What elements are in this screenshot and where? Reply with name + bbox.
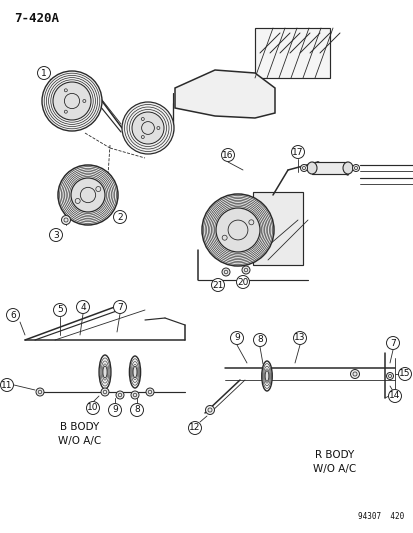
Circle shape [291,146,304,158]
Circle shape [131,391,139,399]
Polygon shape [175,70,274,118]
Circle shape [50,229,62,241]
Circle shape [293,332,306,344]
Text: 14: 14 [388,392,400,400]
Text: 8: 8 [134,406,140,415]
Circle shape [351,165,358,172]
Circle shape [216,208,259,252]
Circle shape [253,334,266,346]
Circle shape [53,303,66,317]
Circle shape [62,215,70,224]
Circle shape [386,336,399,350]
Circle shape [122,102,173,154]
Polygon shape [311,162,347,174]
Circle shape [42,71,102,131]
Text: 17: 17 [292,148,303,157]
Text: R BODY
W/O A/C: R BODY W/O A/C [313,450,356,474]
Ellipse shape [103,366,107,378]
Text: 20: 20 [237,278,248,287]
Text: 21: 21 [212,280,223,289]
Circle shape [116,391,124,399]
Circle shape [108,403,121,416]
Text: B BODY
W/O A/C: B BODY W/O A/C [58,422,101,446]
Circle shape [202,194,273,266]
Circle shape [36,388,44,396]
Ellipse shape [99,355,111,389]
Text: 94307  420: 94307 420 [357,512,403,521]
Circle shape [236,276,249,288]
Text: 5: 5 [57,305,63,314]
Circle shape [242,266,249,274]
Text: 16: 16 [222,150,233,159]
Text: 7-420A: 7-420A [14,12,59,25]
Text: 1: 1 [41,69,47,77]
Circle shape [132,112,164,144]
Circle shape [221,268,230,276]
Text: 9: 9 [112,406,118,415]
Circle shape [188,422,201,434]
Text: 7: 7 [389,338,395,348]
Text: 15: 15 [398,369,410,378]
Circle shape [230,332,243,344]
Circle shape [7,309,19,321]
Circle shape [58,165,118,225]
Circle shape [86,401,99,415]
Text: 12: 12 [189,424,200,432]
Circle shape [113,211,126,223]
Circle shape [387,390,401,402]
Circle shape [113,301,126,313]
Text: 13: 13 [294,334,305,343]
Circle shape [53,82,91,120]
Text: 2: 2 [117,213,123,222]
Circle shape [146,388,154,396]
Text: 10: 10 [87,403,99,413]
Ellipse shape [306,162,316,174]
Circle shape [386,373,392,379]
Circle shape [350,369,358,378]
Circle shape [0,378,14,392]
Text: 11: 11 [1,381,13,390]
Text: 6: 6 [10,311,16,319]
Ellipse shape [261,361,272,391]
Polygon shape [254,28,329,78]
Circle shape [211,279,224,292]
Circle shape [221,149,234,161]
Circle shape [71,178,105,212]
Ellipse shape [133,366,137,377]
Circle shape [130,403,143,416]
Text: 4: 4 [80,303,85,311]
Ellipse shape [264,371,268,381]
Ellipse shape [342,162,352,174]
Circle shape [101,388,109,396]
Text: 7: 7 [117,303,123,311]
Circle shape [76,301,89,313]
Circle shape [38,67,50,79]
Circle shape [300,165,307,172]
Text: 3: 3 [53,230,59,239]
Text: 8: 8 [256,335,262,344]
Circle shape [205,406,214,415]
Polygon shape [252,192,302,265]
Text: 9: 9 [234,334,239,343]
Circle shape [398,367,411,381]
Ellipse shape [129,356,140,388]
